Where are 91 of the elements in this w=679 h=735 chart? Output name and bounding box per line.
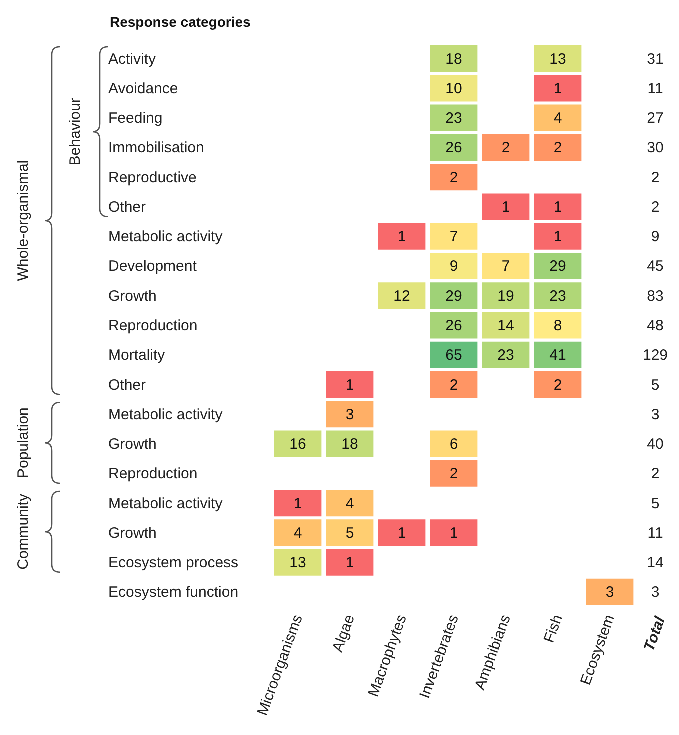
y2-tick-label: 48 [647,318,664,334]
data-label: 6 [450,436,458,454]
y2-tick-label: 9 [651,228,660,246]
y-tick-label: Other [108,198,146,216]
x-tick-label: Algae [329,612,358,655]
data-label: 19 [498,288,514,305]
data-label: 2 [554,140,562,157]
data-label: 10 [446,80,462,98]
y2-tick-label: 2 [651,198,660,216]
y-tick-label: Activity [108,50,157,68]
data-label: 1 [554,80,562,98]
y2-tick-label: 11 [648,524,664,542]
data-label: 26 [446,140,462,157]
y-tick-label: Avoidance [108,80,178,98]
y2-tick-label: 2 [651,169,660,186]
y-tick-label: Ecosystem function [108,584,239,602]
y-tick-label: Reproduction [108,466,198,483]
text: Behaviour [66,98,84,166]
data-label: 7 [450,228,458,246]
y2-tick-label: 2 [651,466,660,483]
data-label: 1 [398,228,406,246]
data-label: 18 [342,436,358,454]
data-label: 1 [554,198,562,216]
data-label: 1 [294,495,302,512]
data-label: 3 [346,406,354,424]
data-label: 23 [446,110,462,128]
data-label: 29 [550,258,566,276]
text: Community [14,494,32,570]
data-label: 23 [498,347,514,364]
y-tick-label: Metabolic activity [108,495,224,512]
y2-tick-label: 3 [651,406,660,424]
data-label: 4 [346,495,354,512]
y-tick-label: Other [108,376,146,394]
y2-tick-label: 5 [651,495,660,512]
y-tick-label: Reproduction [108,318,198,334]
data-label: 1 [346,376,354,394]
data-label: 4 [554,110,562,128]
y2-tick-label: 5 [651,376,660,394]
y2-tick-label: 11 [648,80,664,98]
data-label: 29 [446,288,462,305]
text: Whole-organismal [14,160,32,282]
y2-tick-label: 129 [642,347,668,364]
data-label: 7 [502,258,510,276]
data-label: 2 [450,169,458,186]
data-label: 8 [554,318,562,334]
y2-tick-label: 83 [647,288,664,305]
data-label: 9 [450,258,458,276]
data-label: 14 [498,318,514,334]
data-label: 5 [346,524,354,542]
y2-tick-label: 3 [651,584,660,602]
data-label: 1 [502,198,510,216]
y2-tick-label: 30 [647,140,664,157]
x-tick-label: Fish [540,612,566,646]
data-label: 1 [450,524,458,542]
y2-tick-label: 31 [647,50,664,68]
y2-tick-label: 14 [647,554,664,572]
y2-tick-label: 45 [647,258,664,276]
y-tick-label: Metabolic activity [108,228,224,246]
y-tick-label: Development [108,258,198,276]
y-tick-label: Mortality [108,347,166,364]
y2-tick-label: 27 [647,110,664,128]
data-label: 13 [550,50,566,68]
data-label: 2 [502,140,510,157]
data-label: 4 [294,524,302,542]
y-tick-label: Feeding [108,110,163,128]
y-tick-label: Growth [108,524,157,542]
y-tick-label: Metabolic activity [108,406,224,424]
data-label: 1 [398,524,406,542]
data-label: 1 [554,228,562,246]
chart-title: Response categories [110,14,252,30]
text: Population [14,408,32,479]
y-tick-label: Growth [108,436,157,454]
data-label: 2 [450,376,458,394]
data-label: 16 [290,436,306,454]
data-label: 3 [606,584,614,602]
y-tick-label: Reproductive [108,169,197,186]
data-label: 65 [446,347,462,364]
y2-axis-title: Total [640,614,670,654]
data-label: 2 [450,466,458,483]
data-label: 23 [550,288,566,305]
data-label: 41 [550,347,566,364]
data-label: 13 [290,554,306,572]
y-tick-label: Ecosystem process [108,554,239,572]
y-tick-label: Growth [108,288,157,305]
y2-tick-label: 40 [647,436,664,454]
y-tick-label: Immobilisation [108,140,204,157]
data-label: 1 [346,554,354,572]
data-label: 12 [394,288,410,305]
data-label: 18 [446,50,462,68]
data-label: 26 [446,318,462,334]
data-label: 2 [554,376,562,394]
